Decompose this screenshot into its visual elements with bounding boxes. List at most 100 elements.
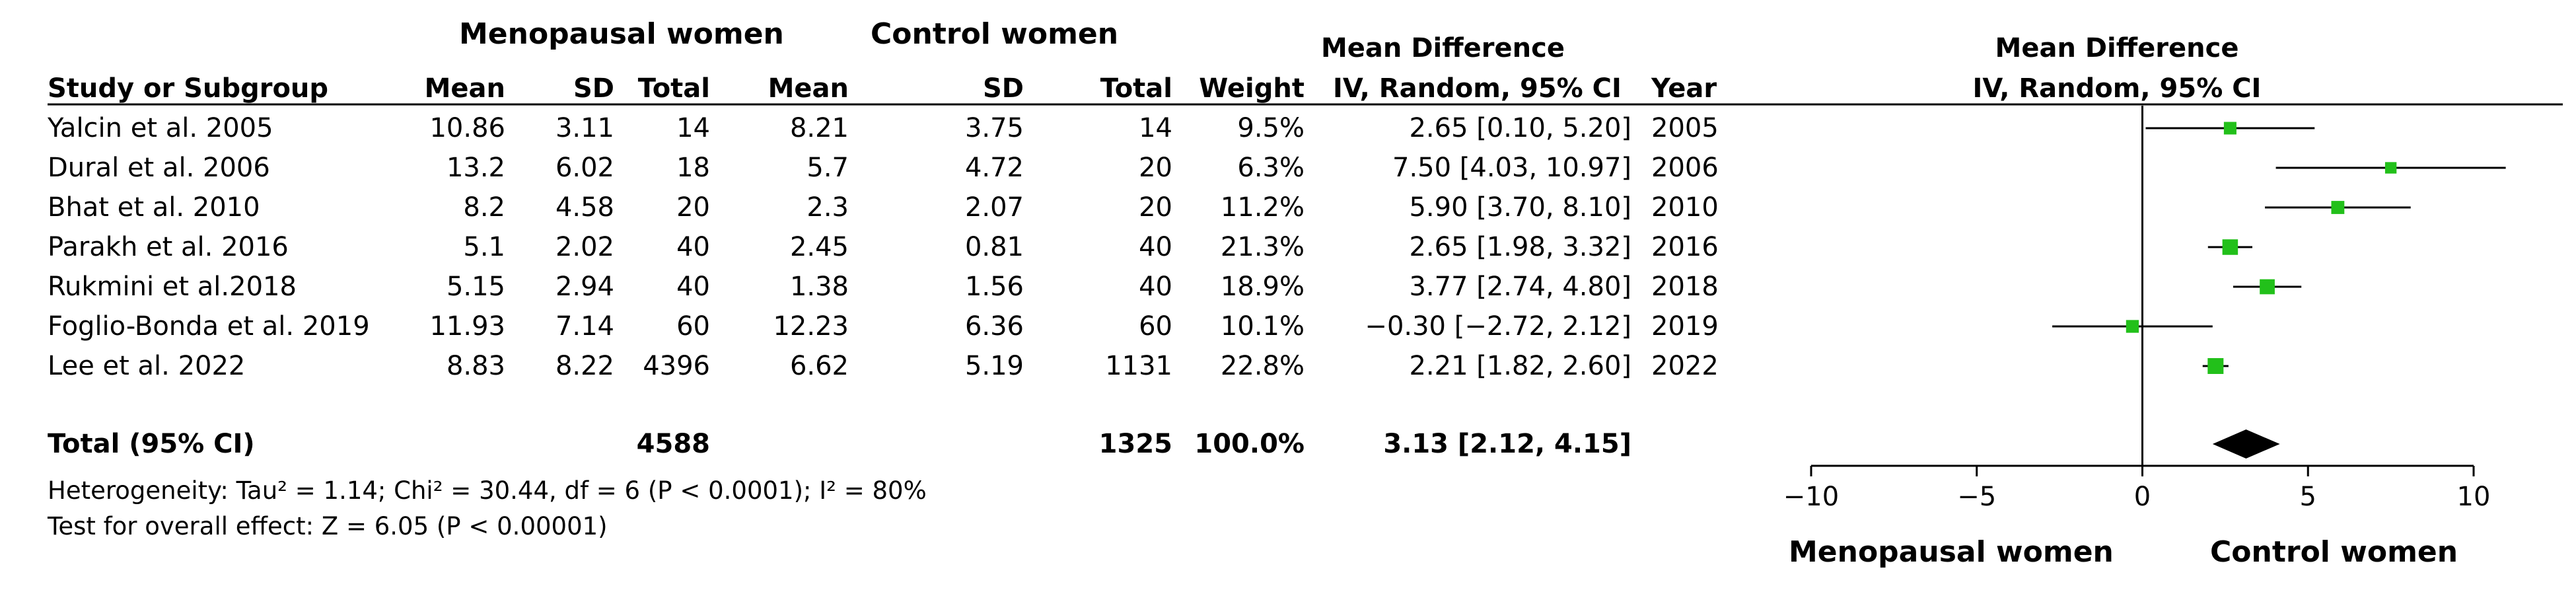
- col-sd2: SD: [982, 73, 1024, 104]
- study-m2: 5.7: [806, 153, 849, 183]
- study-marker: [2223, 122, 2236, 135]
- pooled-diamond: [2212, 429, 2280, 459]
- x-tick-label: −10: [1783, 482, 1839, 512]
- col-total1: Total: [637, 73, 710, 104]
- study-m2: 12.23: [773, 311, 849, 342]
- total-ci: 3.13 [2.12, 4.15]: [1383, 429, 1631, 459]
- md-header-title: Mean Difference: [1321, 33, 1565, 63]
- study-sd1: 7.14: [555, 311, 614, 342]
- total-label: Total (95% CI): [48, 429, 255, 459]
- x-tick-label: 5: [2300, 482, 2316, 512]
- study-name: Foglio-Bonda et al. 2019: [48, 311, 370, 342]
- study-m2: 1.38: [789, 272, 849, 302]
- x-tick-label: 0: [2134, 482, 2151, 512]
- study-n1: 40: [676, 272, 710, 302]
- left-favours-label: Menopausal women: [1789, 535, 2114, 569]
- group2-header: Control women: [871, 17, 1119, 51]
- study-sd2: 2.07: [964, 192, 1024, 223]
- col-total2: Total: [1100, 73, 1172, 104]
- study-sd2: 0.81: [964, 232, 1024, 262]
- study-name: Parakh et al. 2016: [48, 232, 289, 262]
- study-marker: [2260, 279, 2275, 295]
- study-n2: 40: [1139, 272, 1172, 302]
- study-m1: 11.93: [429, 311, 505, 342]
- study-name: Bhat et al. 2010: [48, 192, 260, 223]
- overall-effect-note: Test for overall effect: Z = 6.05 (P < 0…: [48, 512, 608, 540]
- study-m2: 2.45: [789, 232, 849, 262]
- study-marker: [2331, 201, 2345, 214]
- study-year: 2010: [1651, 192, 1719, 223]
- study-name: Yalcin et al. 2005: [48, 113, 273, 143]
- forest-table: Menopausal women Control women Mean Diff…: [48, 17, 1719, 540]
- col-year: Year: [1651, 73, 1717, 104]
- study-weight: 10.1%: [1220, 311, 1305, 342]
- study-sd1: 3.11: [555, 113, 614, 143]
- study-weight: 9.5%: [1237, 113, 1305, 143]
- study-ci: 5.90 [3.70, 8.10]: [1409, 192, 1631, 223]
- study-ci: −0.30 [−2.72, 2.12]: [1365, 311, 1631, 342]
- study-sd1: 4.58: [555, 192, 614, 223]
- total-n1: 4588: [636, 429, 710, 459]
- col-study: Study or Subgroup: [48, 73, 329, 104]
- total-weight: 100.0%: [1194, 429, 1305, 459]
- total-n2: 1325: [1098, 429, 1172, 459]
- study-sd2: 5.19: [964, 351, 1024, 381]
- study-m1: 13.2: [446, 153, 505, 183]
- study-year: 2006: [1651, 153, 1719, 183]
- right-favours-label: Control women: [2210, 535, 2458, 569]
- col-sd1: SD: [573, 73, 614, 104]
- study-m1: 5.15: [446, 272, 505, 302]
- study-n2: 1131: [1105, 351, 1172, 381]
- study-m1: 5.1: [463, 232, 505, 262]
- study-weight: 11.2%: [1220, 192, 1305, 223]
- study-sd1: 6.02: [555, 153, 614, 183]
- study-marker: [2384, 162, 2397, 174]
- study-marker: [2222, 239, 2238, 255]
- study-m1: 8.2: [463, 192, 505, 223]
- study-m2: 2.3: [806, 192, 849, 223]
- study-sd2: 1.56: [964, 272, 1024, 302]
- heterogeneity-note: Heterogeneity: Tau² = 1.14; Chi² = 30.44…: [48, 476, 927, 505]
- study-marker: [2207, 358, 2224, 374]
- study-n2: 60: [1139, 311, 1172, 342]
- study-n2: 14: [1139, 113, 1172, 143]
- study-n1: 20: [676, 192, 710, 223]
- study-ci: 3.77 [2.74, 4.80]: [1409, 272, 1631, 302]
- study-weight: 18.9%: [1220, 272, 1305, 302]
- study-n2: 40: [1139, 232, 1172, 262]
- study-n1: 18: [676, 153, 710, 183]
- study-n2: 20: [1139, 192, 1172, 223]
- study-sd2: 6.36: [964, 311, 1024, 342]
- study-n1: 4396: [643, 351, 710, 381]
- col-weight: Weight: [1199, 73, 1305, 104]
- plot-subtitle: IV, Random, 95% CI: [1972, 73, 2262, 104]
- study-sd2: 3.75: [964, 113, 1024, 143]
- study-sd1: 8.22: [555, 351, 614, 381]
- study-weight: 22.8%: [1220, 351, 1305, 381]
- study-weight: 6.3%: [1237, 153, 1305, 183]
- group1-header: Menopausal women: [459, 17, 784, 51]
- study-year: 2019: [1651, 311, 1719, 342]
- study-name: Rukmini et al.2018: [48, 272, 297, 302]
- plot-title: Mean Difference: [1995, 33, 2239, 63]
- study-ci: 7.50 [4.03, 10.97]: [1392, 153, 1631, 183]
- col-mean1: Mean: [424, 73, 505, 104]
- study-n1: 60: [676, 311, 710, 342]
- study-sd1: 2.02: [555, 232, 614, 262]
- col-mean2: Mean: [768, 73, 849, 104]
- study-m1: 8.83: [446, 351, 505, 381]
- study-ci: 2.21 [1.82, 2.60]: [1409, 351, 1631, 381]
- study-year: 2022: [1651, 351, 1719, 381]
- study-weight: 21.3%: [1220, 232, 1305, 262]
- study-sd1: 2.94: [555, 272, 614, 302]
- study-ci: 2.65 [0.10, 5.20]: [1409, 113, 1631, 143]
- study-m2: 8.21: [789, 113, 849, 143]
- study-ci: 2.65 [1.98, 3.32]: [1409, 232, 1631, 262]
- study-marker: [2126, 320, 2139, 333]
- study-n2: 20: [1139, 153, 1172, 183]
- x-tick-label: 10: [2457, 482, 2491, 512]
- study-year: 2018: [1651, 272, 1719, 302]
- study-sd2: 4.72: [964, 153, 1024, 183]
- col-md-method: IV, Random, 95% CI: [1333, 73, 1622, 104]
